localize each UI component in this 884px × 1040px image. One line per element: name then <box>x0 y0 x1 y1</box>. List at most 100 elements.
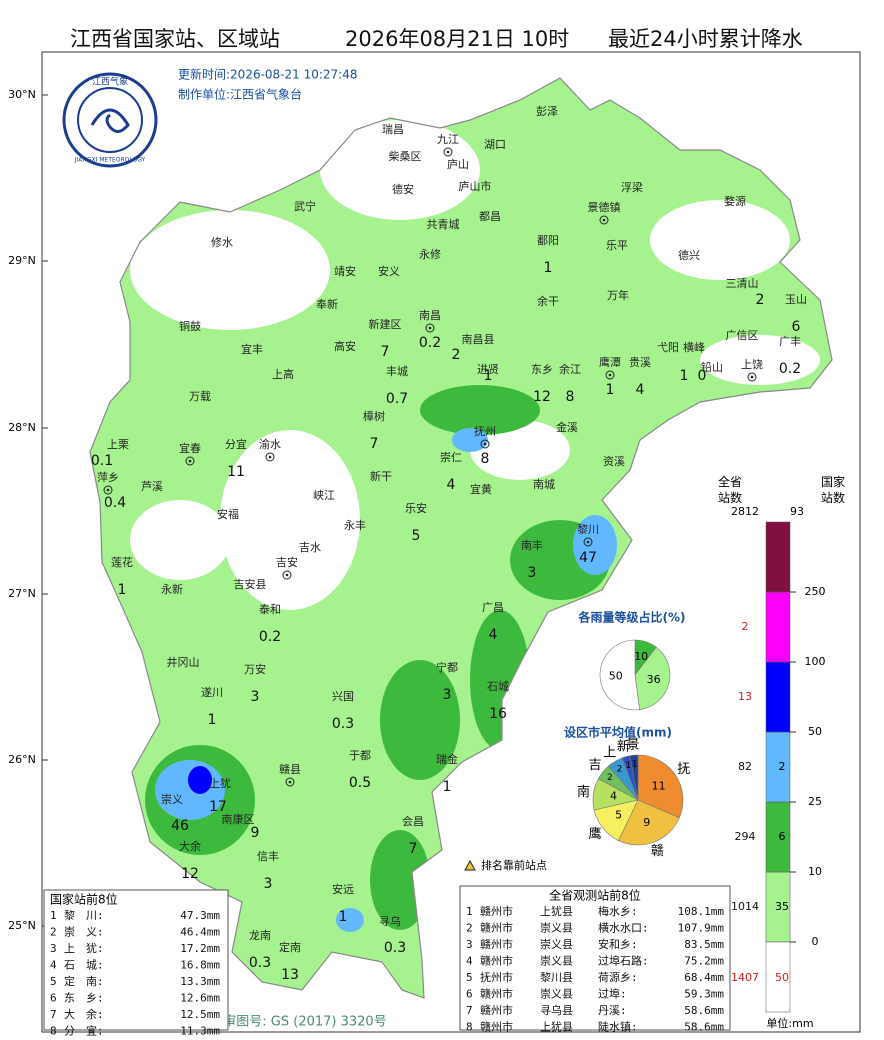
approval: 审图号: GS (2017) 3320号 <box>223 1015 386 1030</box>
station-name: 崇义 <box>161 793 183 806</box>
station-name: 婺源 <box>724 194 746 208</box>
station-name: 安福 <box>217 507 239 521</box>
station-name: 庐山 <box>447 157 469 171</box>
logo: 江西气象 JIANGXI METEOROLOGY <box>62 72 158 168</box>
table-cell: 定 南: <box>64 974 104 988</box>
table-cell: 58.6mm <box>684 1021 724 1034</box>
station-value: 3 <box>251 689 260 705</box>
station-value: 0.5 <box>349 775 371 791</box>
station-name: 渝水 <box>259 437 281 451</box>
station-value: 7 <box>381 344 390 360</box>
station-value: 1 <box>443 779 452 795</box>
city-marker <box>583 537 593 547</box>
table-cell: 安和乡: <box>598 937 638 951</box>
update-time: 更新时间:2026-08-21 10:27:48 <box>178 67 358 82</box>
table-box <box>43 889 229 1031</box>
producer: 制作单位:江西省气象台 <box>178 87 302 102</box>
pie-value: 1 <box>632 760 638 770</box>
station-name: 三清山 <box>726 277 759 290</box>
lat-label: 29°N <box>8 254 36 267</box>
station-name: 横峰 <box>683 340 705 354</box>
station-value: 3 <box>264 876 273 892</box>
table-cell: 8 <box>466 1021 473 1034</box>
station-value: 0.2 <box>419 335 441 351</box>
table-cell: 4 <box>466 955 473 968</box>
table-cell: 赣州市 <box>480 1003 513 1017</box>
table-cell: 47.3mm <box>180 909 220 922</box>
station-name: 抚州 <box>474 424 496 438</box>
table-cell: 上犹县 <box>540 1021 573 1034</box>
table-cell: 分 宜: <box>64 1024 104 1037</box>
legend-national-count: 2 <box>779 760 786 773</box>
table-cell: 梅水乡: <box>598 904 638 918</box>
city-marker <box>103 485 113 495</box>
station-name: 龙南 <box>249 929 271 942</box>
table-cell: 1 <box>50 909 57 922</box>
table-cell: 丹溪: <box>598 1004 627 1017</box>
station-name: 南昌县 <box>462 333 495 346</box>
station-name: 上高 <box>272 367 294 381</box>
table-cell: 黎 川: <box>64 908 104 922</box>
table-cell: 石 城: <box>64 959 104 972</box>
station-value: 0.3 <box>384 940 406 956</box>
station-value: 9 <box>251 825 260 841</box>
city-marker <box>265 452 275 462</box>
station-name: 鹰潭 <box>599 355 621 369</box>
table-cell: 大 余: <box>64 1007 104 1021</box>
station-value: 3 <box>528 565 537 581</box>
station-value: 2 <box>452 347 461 363</box>
station-name: 浮梁 <box>621 180 643 194</box>
table-cell: 崇义县 <box>540 922 573 935</box>
station-name: 石城 <box>487 680 509 693</box>
pie-slice <box>618 799 680 846</box>
station-name: 吉安 <box>276 555 298 569</box>
pie-name: 南 <box>577 784 590 800</box>
station-name: 铜鼓 <box>179 319 201 333</box>
station-name: 金溪 <box>556 420 578 434</box>
station-name: 宁都 <box>436 660 458 674</box>
station-name: 瑞金 <box>436 752 458 766</box>
pie-value: 1 <box>626 761 632 771</box>
table-cell: 陡水镇: <box>598 1020 638 1034</box>
station-name: 广信区 <box>726 329 759 342</box>
station-name: 奉新 <box>316 297 338 311</box>
station-name: 武宁 <box>294 199 316 213</box>
station-name: 会昌 <box>402 815 424 828</box>
station-value: 1 <box>484 368 493 384</box>
station-name: 万年 <box>607 288 629 302</box>
legend-threshold: 250 <box>805 585 826 598</box>
table-cell: 7 <box>466 1004 473 1017</box>
table-cell: 崇义县 <box>540 988 573 1001</box>
station-value: 0.4 <box>104 495 126 511</box>
table-cell: 赣州市 <box>480 1020 513 1034</box>
city-marker <box>605 370 615 380</box>
table-title: 国家站前8位 <box>50 892 118 907</box>
station-name: 井冈山 <box>167 655 200 669</box>
pie-value: 9 <box>643 816 650 829</box>
station-name: 吉安县 <box>234 577 267 591</box>
table-cell: 12.5mm <box>180 1008 220 1021</box>
station-name: 弋阳 <box>657 341 679 354</box>
station-name: 新建区 <box>369 317 402 331</box>
station-name: 兴国 <box>332 690 354 703</box>
table-cell: 5 <box>466 971 473 984</box>
station-name: 上犹 <box>209 777 231 790</box>
pie-value: 4 <box>610 790 617 803</box>
station-value: 0.2 <box>259 629 281 645</box>
pie-value: 2 <box>607 773 613 783</box>
legend-total: 2812 <box>731 505 759 518</box>
table-cell: 3 <box>466 938 473 951</box>
city-marker <box>599 215 609 225</box>
table-cell: 2 <box>466 922 473 935</box>
station-value: 1 <box>339 909 348 925</box>
station-name: 永修 <box>419 247 441 261</box>
station-value: 17 <box>209 799 227 815</box>
legend-swatch <box>765 591 791 663</box>
station-value: 8 <box>566 389 575 405</box>
pie-value: 2 <box>617 765 623 775</box>
station-name: 庐山市 <box>459 179 492 193</box>
station-name: 广丰 <box>779 335 801 348</box>
table-box <box>459 885 731 1031</box>
